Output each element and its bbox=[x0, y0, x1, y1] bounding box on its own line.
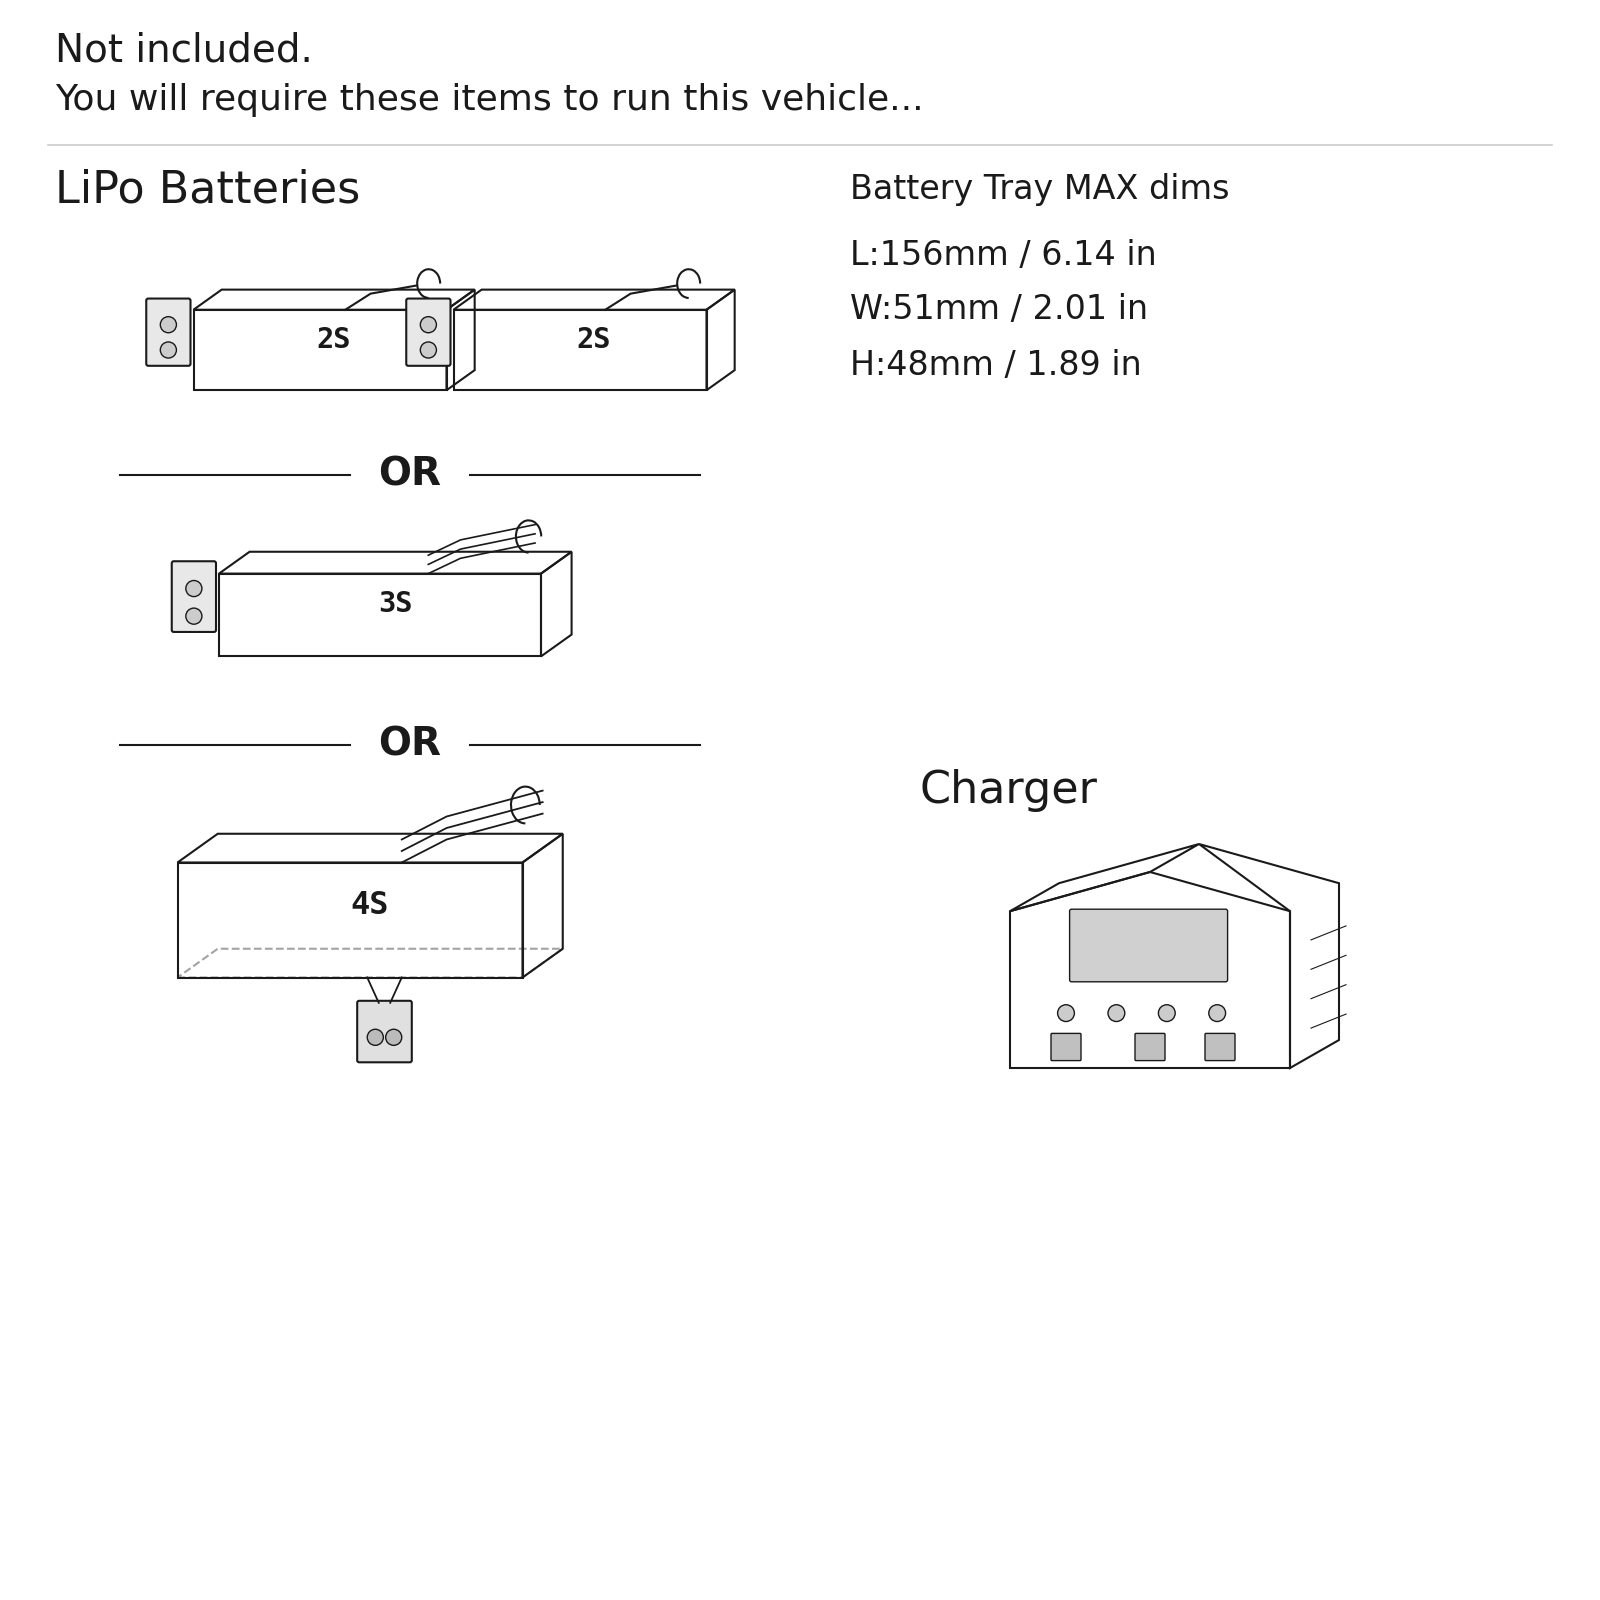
Text: H:48mm / 1.89 in: H:48mm / 1.89 in bbox=[850, 349, 1142, 381]
Circle shape bbox=[386, 1029, 402, 1045]
Circle shape bbox=[421, 317, 437, 333]
FancyBboxPatch shape bbox=[1069, 909, 1227, 982]
Text: 3S: 3S bbox=[378, 590, 413, 618]
FancyBboxPatch shape bbox=[171, 562, 216, 632]
Circle shape bbox=[186, 581, 202, 597]
Text: Battery Tray MAX dims: Battery Tray MAX dims bbox=[850, 173, 1229, 206]
Text: 2S: 2S bbox=[578, 326, 611, 354]
Circle shape bbox=[1107, 1005, 1125, 1021]
FancyBboxPatch shape bbox=[1134, 1034, 1165, 1061]
Text: W:51mm / 2.01 in: W:51mm / 2.01 in bbox=[850, 293, 1149, 326]
Circle shape bbox=[368, 1029, 384, 1045]
Circle shape bbox=[1058, 1005, 1075, 1021]
Circle shape bbox=[1210, 1005, 1226, 1021]
Text: 4S: 4S bbox=[350, 890, 389, 922]
FancyBboxPatch shape bbox=[357, 1002, 411, 1062]
Circle shape bbox=[421, 342, 437, 358]
Circle shape bbox=[160, 317, 176, 333]
Text: LiPo Batteries: LiPo Batteries bbox=[54, 168, 360, 211]
Text: Not included.: Not included. bbox=[54, 30, 314, 69]
Text: L:156mm / 6.14 in: L:156mm / 6.14 in bbox=[850, 238, 1157, 272]
Circle shape bbox=[1158, 1005, 1174, 1021]
Circle shape bbox=[186, 608, 202, 624]
FancyBboxPatch shape bbox=[1205, 1034, 1235, 1061]
Text: Charger: Charger bbox=[920, 768, 1098, 811]
Text: You will require these items to run this vehicle...: You will require these items to run this… bbox=[54, 83, 923, 117]
FancyBboxPatch shape bbox=[146, 299, 190, 366]
Circle shape bbox=[160, 342, 176, 358]
Text: 2S: 2S bbox=[317, 326, 352, 354]
FancyBboxPatch shape bbox=[406, 299, 451, 366]
Text: OR: OR bbox=[379, 726, 442, 763]
FancyBboxPatch shape bbox=[1051, 1034, 1082, 1061]
Text: OR: OR bbox=[379, 456, 442, 494]
